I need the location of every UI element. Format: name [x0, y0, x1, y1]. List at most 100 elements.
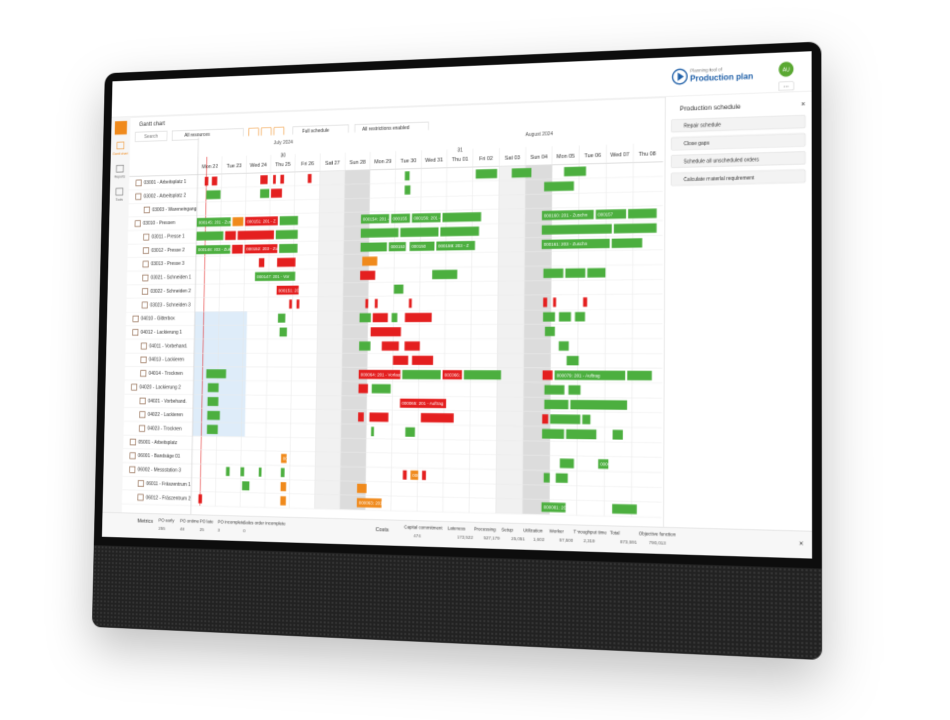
- task-bar[interactable]: [587, 267, 606, 278]
- task-bar[interactable]: [207, 397, 219, 407]
- restriction-select[interactable]: [355, 122, 429, 135]
- task-bar[interactable]: [574, 312, 586, 322]
- task-bar[interactable]: [541, 238, 610, 250]
- task-bar[interactable]: [544, 181, 574, 192]
- task-bar[interactable]: [211, 176, 218, 186]
- schedule-select[interactable]: [293, 125, 348, 137]
- task-bar[interactable]: [360, 214, 390, 224]
- task-bar[interactable]: [582, 414, 591, 425]
- task-bar[interactable]: [555, 473, 568, 483]
- task-bar[interactable]: [198, 494, 203, 504]
- task-bar[interactable]: [442, 370, 462, 380]
- task-bar[interactable]: [511, 168, 532, 178]
- task-bar[interactable]: [544, 326, 555, 337]
- task-bar[interactable]: [391, 213, 411, 224]
- search-box[interactable]: [135, 131, 167, 142]
- task-bar[interactable]: [207, 410, 220, 420]
- task-bar[interactable]: [276, 285, 299, 295]
- task-bar[interactable]: [270, 188, 283, 198]
- task-bar[interactable]: [420, 413, 454, 423]
- task-bar[interactable]: [273, 174, 276, 184]
- task-bar[interactable]: [374, 298, 378, 309]
- task-bar[interactable]: [254, 271, 296, 282]
- task-bar[interactable]: [559, 458, 574, 469]
- task-bar[interactable]: [564, 166, 587, 177]
- task-bar[interactable]: [371, 384, 391, 394]
- task-bar[interactable]: [260, 188, 270, 199]
- task-bar[interactable]: [409, 241, 435, 252]
- action-button[interactable]: [671, 115, 805, 132]
- task-bar[interactable]: [628, 208, 657, 219]
- task-bar[interactable]: [358, 384, 368, 394]
- task-bar[interactable]: [405, 427, 416, 438]
- task-bar[interactable]: [432, 269, 458, 280]
- task-bar[interactable]: [279, 243, 298, 254]
- task-bar[interactable]: [404, 171, 410, 181]
- task-bar[interactable]: [369, 412, 389, 422]
- task-bar[interactable]: [403, 470, 408, 481]
- task-bar[interactable]: [595, 209, 627, 220]
- task-bar[interactable]: [240, 467, 245, 477]
- task-bar[interactable]: [542, 428, 565, 439]
- task-bar[interactable]: [244, 244, 278, 254]
- task-bar[interactable]: [541, 209, 594, 221]
- task-bar[interactable]: [442, 212, 482, 223]
- task-bar[interactable]: [360, 270, 376, 280]
- task-bar[interactable]: [411, 213, 441, 223]
- task-bar[interactable]: [358, 369, 401, 380]
- task-bar[interactable]: [612, 429, 623, 440]
- task-bar[interactable]: [550, 414, 581, 425]
- task-bar[interactable]: [360, 242, 387, 252]
- task-bar[interactable]: [613, 223, 657, 234]
- task-bar[interactable]: [388, 242, 406, 252]
- task-bar[interactable]: [408, 298, 412, 308]
- task-bar[interactable]: [570, 399, 628, 410]
- task-bar[interactable]: [568, 385, 581, 395]
- task-bar[interactable]: [404, 312, 432, 323]
- task-bar[interactable]: [296, 299, 300, 309]
- task-bar[interactable]: [410, 470, 418, 480]
- task-bar[interactable]: [400, 227, 439, 238]
- task-bar[interactable]: [475, 168, 498, 179]
- task-bar[interactable]: [289, 299, 293, 309]
- task-bar[interactable]: [370, 327, 401, 337]
- task-bar[interactable]: [206, 369, 227, 379]
- task-bar[interactable]: [260, 175, 268, 185]
- task-bar[interactable]: [207, 383, 219, 393]
- task-bar[interactable]: [553, 297, 557, 307]
- task-bar[interactable]: [544, 385, 565, 395]
- task-bar[interactable]: [237, 230, 275, 240]
- task-bar[interactable]: [279, 215, 299, 226]
- task-bar[interactable]: [359, 341, 371, 351]
- task-bar[interactable]: [543, 268, 564, 279]
- task-bar[interactable]: [543, 472, 550, 483]
- task-bar[interactable]: [372, 313, 388, 323]
- task-bar[interactable]: [554, 370, 626, 381]
- task-bar[interactable]: [245, 216, 278, 226]
- task-bar[interactable]: [611, 238, 643, 249]
- task-bar[interactable]: [206, 190, 221, 200]
- task-bar[interactable]: [543, 297, 548, 308]
- task-bar[interactable]: [196, 231, 224, 241]
- task-bar[interactable]: [541, 224, 612, 235]
- task-bar[interactable]: [565, 268, 586, 278]
- task-bar[interactable]: [391, 313, 398, 323]
- task-bar[interactable]: [232, 217, 244, 227]
- task-bar[interactable]: [280, 467, 285, 478]
- task-bar[interactable]: [543, 312, 556, 322]
- task-bar[interactable]: [558, 312, 572, 322]
- task-bar[interactable]: [279, 327, 287, 337]
- task-bar[interactable]: [583, 297, 588, 307]
- task-bar[interactable]: [365, 299, 369, 309]
- task-bar[interactable]: [544, 399, 569, 410]
- task-bar[interactable]: [277, 313, 286, 323]
- task-bar[interactable]: [411, 355, 434, 365]
- task-bar[interactable]: [440, 226, 480, 237]
- task-bar[interactable]: [371, 426, 375, 437]
- task-bar[interactable]: [463, 370, 502, 380]
- task-bar[interactable]: [225, 466, 230, 476]
- task-bar[interactable]: [393, 284, 404, 294]
- task-bar[interactable]: [356, 498, 382, 508]
- task-bar[interactable]: [280, 174, 285, 184]
- task-bar[interactable]: [206, 424, 218, 434]
